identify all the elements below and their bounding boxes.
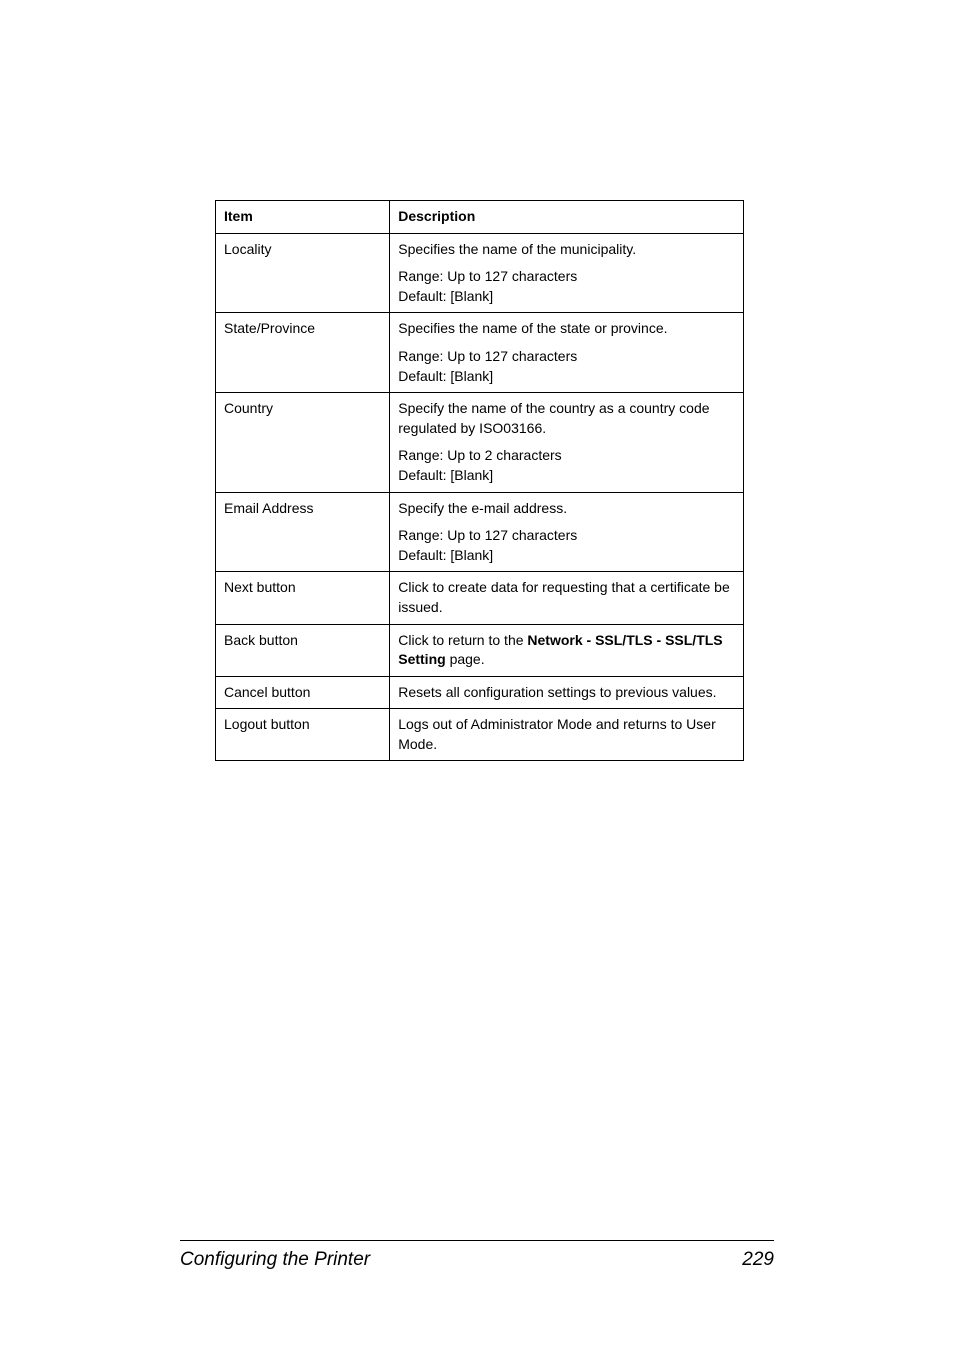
footer-area: Configuring the Printer 229	[0, 1240, 954, 1351]
cell-text-group: Specifies the name of the state or provi…	[398, 319, 735, 339]
cell-text-group: Specifies the name of the municipality.	[398, 240, 735, 260]
table-row: Cancel button Resets all configuration se…	[216, 676, 744, 709]
table-row: LocalitySpecifies the name of the munici…	[216, 233, 744, 313]
cell-text-group: Range: Up to 127 charactersDefault: [Bla…	[398, 347, 735, 386]
table-row: Logout buttonLogs out of Administrator M…	[216, 709, 744, 761]
settings-table: Item Description LocalitySpecifies the n…	[215, 200, 744, 761]
header-description: Description	[390, 201, 744, 234]
cell-description: Click to return to the Network - SSL/TLS…	[390, 624, 744, 676]
footer-page-number: 229	[742, 1249, 774, 1271]
cell-text-group: Range: Up to 127 charactersDefault: [Bla…	[398, 267, 735, 306]
cell-item: Email Address	[216, 492, 390, 572]
table-row: Next buttonClick to create data for requ…	[216, 572, 744, 624]
header-item: Item	[216, 201, 390, 234]
cell-item: Locality	[216, 233, 390, 313]
footer-row: Configuring the Printer 229	[180, 1249, 774, 1271]
footer-title: Configuring the Printer	[180, 1249, 370, 1271]
content-area: Item Description LocalitySpecifies the n…	[0, 0, 954, 1240]
cell-item: Logout button	[216, 709, 390, 761]
cell-item: Back button	[216, 624, 390, 676]
cell-item: State/Province	[216, 313, 390, 393]
cell-text-group: Click to create data for requesting that…	[398, 578, 735, 617]
cell-description: Specifies the name of the state or provi…	[390, 313, 744, 393]
cell-text-group: Logs out of Administrator Mode and retur…	[398, 715, 735, 754]
cell-description: Specifies the name of the municipality. R…	[390, 233, 744, 313]
cell-description: Logs out of Administrator Mode and retur…	[390, 709, 744, 761]
cell-item: Cancel button	[216, 676, 390, 709]
cell-text-group: Range: Up to 127 charactersDefault: [Bla…	[398, 526, 735, 565]
table-header-row: Item Description	[216, 201, 744, 234]
cell-text-group: Specify the e-mail address.	[398, 499, 735, 519]
cell-text-group: Resets all configuration settings to pre…	[398, 683, 735, 703]
table-row: Email AddressSpecify the e-mail address.…	[216, 492, 744, 572]
cell-description: Click to create data for requesting that…	[390, 572, 744, 624]
cell-description: Specify the e-mail address. Range: Up to …	[390, 492, 744, 572]
footer-rule	[180, 1240, 774, 1241]
cell-description: Resets all configuration settings to pre…	[390, 676, 744, 709]
table-row: CountrySpecify the name of the country a…	[216, 393, 744, 492]
table-row: State/Province Specifies the name of the …	[216, 313, 744, 393]
cell-item: Next button	[216, 572, 390, 624]
cell-item: Country	[216, 393, 390, 492]
cell-text-group: Specify the name of the country as a cou…	[398, 399, 735, 438]
cell-description: Specify the name of the country as a cou…	[390, 393, 744, 492]
table-row: Back buttonClick to return to the Networ…	[216, 624, 744, 676]
cell-text-group: Range: Up to 2 charactersDefault: [Blank…	[398, 446, 735, 485]
